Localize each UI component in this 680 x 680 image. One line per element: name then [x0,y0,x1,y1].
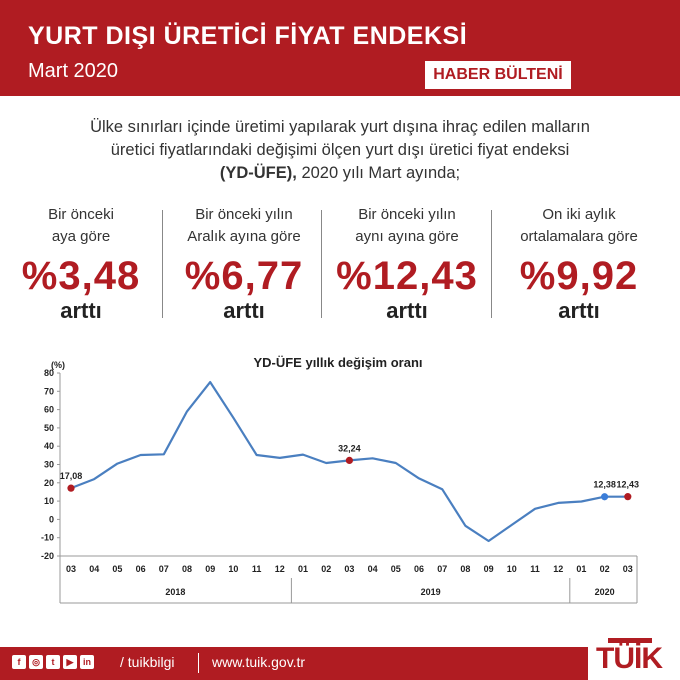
stat-caption: Bir önceki aya göre [0,204,162,250]
x-tick-label: 05 [112,564,122,574]
x-tick-label: 06 [136,564,146,574]
stat-divider [491,210,492,318]
y-tick-label: 0 [49,514,54,524]
stat-caption-line: Aralık ayına göre [187,228,301,245]
stat-december: Bir önceki yılın Aralık ayına göre %6,77… [163,204,325,324]
data-label: 12,38 [593,480,616,490]
instagram-icon[interactable]: ◎ [29,655,43,669]
x-tick-label: 06 [414,564,424,574]
stat-caption-line: aynı ayına göre [355,228,459,245]
x-year-label: 2018 [165,587,185,597]
stat-word: arttı [386,298,428,323]
highlight-marker [345,456,353,465]
social-handle[interactable]: / tuikbilgi [120,654,175,670]
y-tick-label: 80 [44,368,54,378]
stat-word: arttı [223,298,265,323]
x-tick-label: 08 [182,564,192,574]
x-tick-label: 10 [228,564,238,574]
stat-caption-line: Bir önceki yılın [195,206,293,223]
y-tick-label: 40 [44,441,54,451]
bulletin-badge: HABER BÜLTENİ [425,61,571,89]
stat-monthly: Bir önceki aya göre %3,48 arttı [0,204,162,324]
y-tick-label: -10 [41,533,54,543]
x-tick-label: 12 [275,564,285,574]
x-tick-label: 07 [437,564,447,574]
y-tick-label: -20 [41,551,54,561]
x-tick-label: 11 [530,564,540,574]
intro-index-name: (YD-ÜFE), [219,164,297,182]
stat-twelve-month: On iki aylık ortalamalara göre %9,92 art… [498,204,660,324]
x-tick-label: 11 [252,564,262,574]
linkedin-icon[interactable]: in [80,655,94,669]
data-label: 32,24 [338,443,361,453]
stat-caption: Bir önceki yılın Aralık ayına göre [163,204,325,250]
x-tick-label: 07 [159,564,169,574]
page-subtitle: Mart 2020 [28,60,119,82]
page-title: YURT DIŞI ÜRETİCİ FİYAT ENDEKSİ [28,22,468,50]
y-tick-label: 70 [44,386,54,396]
stat-caption-line: On iki aylık [542,206,616,223]
stat-caption-line: Bir önceki [48,206,114,223]
logo-accent [608,638,652,643]
x-tick-label: 10 [507,564,517,574]
line-chart: YD-ÜFE yıllık değişim oranı(%)-20-100102… [41,355,640,604]
data-label: 12,43 [617,480,640,490]
x-year-label: 2019 [421,587,441,597]
x-tick-label: 09 [484,564,494,574]
intro-line-1: Ülke sınırları içinde üretimi yapılarak … [90,118,590,136]
x-tick-label: 08 [460,564,470,574]
chart-title: YD-ÜFE yıllık değişim oranı [253,355,422,370]
stat-word: arttı [60,298,102,323]
x-tick-label: 03 [344,564,354,574]
intro-date: 2020 yılı Mart ayında; [296,164,461,182]
x-tick-label: 01 [298,564,308,574]
stat-caption-line: Bir önceki yılın [358,206,456,223]
y-tick-label: 10 [44,496,54,506]
intro-line-3: (YD-ÜFE), 2020 yılı Mart ayında; [30,162,650,185]
intro-text: Ülke sınırları içinde üretimi yapılarak … [30,116,650,185]
highlight-marker [624,493,632,501]
highlight-marker [601,493,609,501]
x-tick-label: 01 [576,564,586,574]
facebook-icon[interactable]: f [12,655,26,669]
x-tick-label: 03 [66,564,76,574]
x-tick-label: 12 [553,564,563,574]
footer-bar: f ◎ t ▶ in / tuikbilgi www.tuik.gov.tr [0,647,588,680]
social-icons: f ◎ t ▶ in [12,655,94,669]
highlight-marker [67,484,75,492]
header-banner: YURT DIŞI ÜRETİCİ FİYAT ENDEKSİ Mart 202… [0,0,680,96]
stat-annual: Bir önceki yılın aynı ayına göre %12,43 … [326,204,488,324]
website-link[interactable]: www.tuik.gov.tr [212,654,306,670]
stat-word: arttı [558,298,600,323]
stat-divider [162,210,163,318]
x-year-label: 2020 [595,587,615,597]
stat-divider [321,210,322,318]
x-tick-label: 05 [391,564,401,574]
x-tick-label: 02 [321,564,331,574]
stat-value: %6,77 [184,254,304,298]
stat-caption: Bir önceki yılın aynı ayına göre [326,204,488,250]
y-axis-label: (%) [51,360,65,370]
y-tick-label: 30 [44,460,54,470]
stat-caption-line: aya göre [51,228,111,245]
stat-value: %3,48 [21,254,141,298]
x-tick-label: 02 [600,564,610,574]
y-tick-label: 20 [44,478,54,488]
data-label: 17,08 [60,471,83,481]
y-tick-label: 60 [44,405,54,415]
stat-caption-line: ortalamalara göre [520,228,638,245]
x-tick-label: 03 [623,564,633,574]
intro-line-2: üretici fiyatlarındaki değişimi ölçen yu… [110,141,570,159]
x-tick-label: 09 [205,564,215,574]
youtube-icon[interactable]: ▶ [63,655,77,669]
footer-divider [198,653,199,673]
stat-caption: On iki aylık ortalamalara göre [498,204,660,250]
stat-value: %12,43 [336,254,478,298]
stat-value: %9,92 [519,254,639,298]
x-tick-label: 04 [89,564,99,574]
tuik-logo: TÜİK [596,642,663,675]
x-tick-label: 04 [368,564,378,574]
y-tick-label: 50 [44,423,54,433]
twitter-icon[interactable]: t [46,655,60,669]
